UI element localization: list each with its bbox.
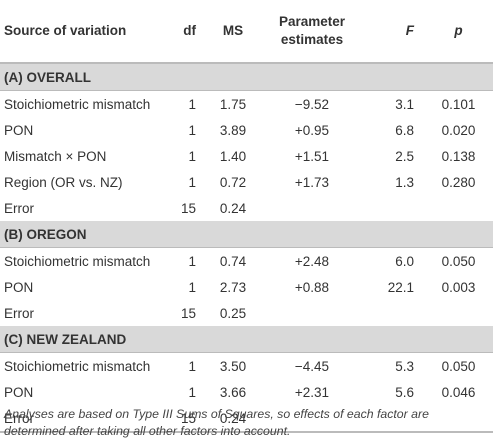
cell: 1.3 xyxy=(395,174,414,190)
cell: Region (OR vs. NZ) xyxy=(4,174,123,190)
column-header: F xyxy=(362,0,424,64)
cell: 1.40 xyxy=(219,148,247,164)
cell: +0.95 xyxy=(294,122,330,138)
data-row: Stoichiometric mismatch 1 3.50 −4.45 5.3 0.05… xyxy=(0,353,493,380)
cell: 1.75 xyxy=(219,96,247,112)
cell: +1.51 xyxy=(294,148,330,164)
cell: 0.020 xyxy=(441,122,476,138)
cell: Error xyxy=(4,200,34,216)
cell: 0.24 xyxy=(219,200,247,216)
cell: 6.0 xyxy=(395,253,414,269)
cell: 0.74 xyxy=(219,253,247,269)
cell: 0.101 xyxy=(441,96,476,112)
cell: 3.66 xyxy=(219,384,247,400)
cell: 1 xyxy=(188,96,196,112)
cell: Stoichiometric mismatch xyxy=(4,358,151,374)
cell: 0.138 xyxy=(441,148,476,164)
cell: 0.046 xyxy=(441,384,476,400)
cell: −4.45 xyxy=(294,358,330,374)
cell: 2.73 xyxy=(219,279,247,295)
cell: 22.1 xyxy=(387,279,414,295)
cell: 0.280 xyxy=(441,174,476,190)
cell: 0.050 xyxy=(441,358,476,374)
cell: 1 xyxy=(188,384,196,400)
data-row: Stoichiometric mismatch 1 0.74 +2.48 6.0 0.05… xyxy=(0,248,493,275)
cell: 6.8 xyxy=(395,122,414,138)
cell xyxy=(362,195,424,221)
cell: 15 xyxy=(180,305,196,321)
cell xyxy=(262,195,362,221)
cell: 3.89 xyxy=(219,122,247,138)
data-row: Error 15 0.25 xyxy=(0,300,493,326)
cell: 2.5 xyxy=(395,148,414,164)
cell: +2.48 xyxy=(294,253,330,269)
cell: Mismatch × PON xyxy=(4,148,107,164)
section-row: (A) OVERALL xyxy=(0,63,493,91)
cell: PON xyxy=(4,279,34,295)
column-header: Parameter estimates xyxy=(262,0,362,64)
cell: Error xyxy=(4,305,34,321)
data-row: PON 1 2.73 +0.88 22.1 0.003 xyxy=(0,274,493,300)
cell: 0.050 xyxy=(441,253,476,269)
cell: +2.31 xyxy=(294,384,330,400)
cell xyxy=(362,300,424,326)
cell xyxy=(424,405,493,433)
cell xyxy=(424,195,493,221)
cell: Stoichiometric mismatch xyxy=(4,96,151,112)
cell: 1 xyxy=(188,122,196,138)
data-row: Error 15 0.24 xyxy=(0,405,493,433)
cell: +0.88 xyxy=(294,279,330,295)
data-row: PON 1 3.66 +2.31 5.6 0.046 xyxy=(0,379,493,405)
cell: 1 xyxy=(188,253,196,269)
cell xyxy=(424,300,493,326)
cell xyxy=(262,405,362,433)
cell: 1 xyxy=(188,279,196,295)
data-row: PON 1 3.89 +0.95 6.8 0.020 xyxy=(0,117,493,143)
cell: Stoichiometric mismatch xyxy=(4,253,151,269)
header-row: Source of variation df MS Parameter estimat… xyxy=(0,0,493,64)
cell: PON xyxy=(4,122,34,138)
table-body: (A) OVERALL Stoichiometric mismatch 1 1.75 −… xyxy=(0,63,493,433)
section-title: (B) OREGON xyxy=(0,221,493,248)
section-row: (C) NEW ZEALAND xyxy=(0,326,493,353)
cell: 1 xyxy=(188,358,196,374)
cell: 3.1 xyxy=(395,96,414,112)
cell: +1.73 xyxy=(294,174,330,190)
cell: 5.3 xyxy=(395,358,414,374)
cell: 15 xyxy=(180,200,196,216)
data-row: Error 15 0.24 xyxy=(0,195,493,221)
cell: 15 xyxy=(168,405,204,433)
column-header: df xyxy=(168,0,204,64)
column-header: MS xyxy=(204,0,262,64)
cell: 0.24 xyxy=(204,405,262,433)
data-row: Stoichiometric mismatch 1 1.75 −9.52 3.1 0.10… xyxy=(0,91,493,118)
cell xyxy=(262,300,362,326)
cell xyxy=(362,405,424,433)
data-row: Mismatch × PON 1 1.40 +1.51 2.5 0.138 xyxy=(0,143,493,169)
section-row: (B) OREGON xyxy=(0,221,493,248)
cell: PON xyxy=(4,384,34,400)
cell: 0.72 xyxy=(219,174,247,190)
column-header: p xyxy=(424,0,493,64)
anova-table: Source of variation df MS Parameter estimat… xyxy=(0,0,493,433)
cell: −9.52 xyxy=(294,96,330,112)
cell: 1 xyxy=(188,148,196,164)
data-row: Region (OR vs. NZ) 1 0.72 +1.73 1.3 0.280 xyxy=(0,169,493,195)
cell: 3.50 xyxy=(219,358,247,374)
section-title: (C) NEW ZEALAND xyxy=(0,326,493,353)
cell: 0.25 xyxy=(219,305,247,321)
footnote: Analyses are based on Type III Sums of S… xyxy=(4,407,429,438)
cell: Error xyxy=(0,405,168,433)
cell: 0.003 xyxy=(441,279,476,295)
cell: 5.6 xyxy=(395,384,414,400)
column-header: Source of variation xyxy=(0,0,168,64)
cell: 1 xyxy=(188,174,196,190)
section-title: (A) OVERALL xyxy=(0,63,493,91)
